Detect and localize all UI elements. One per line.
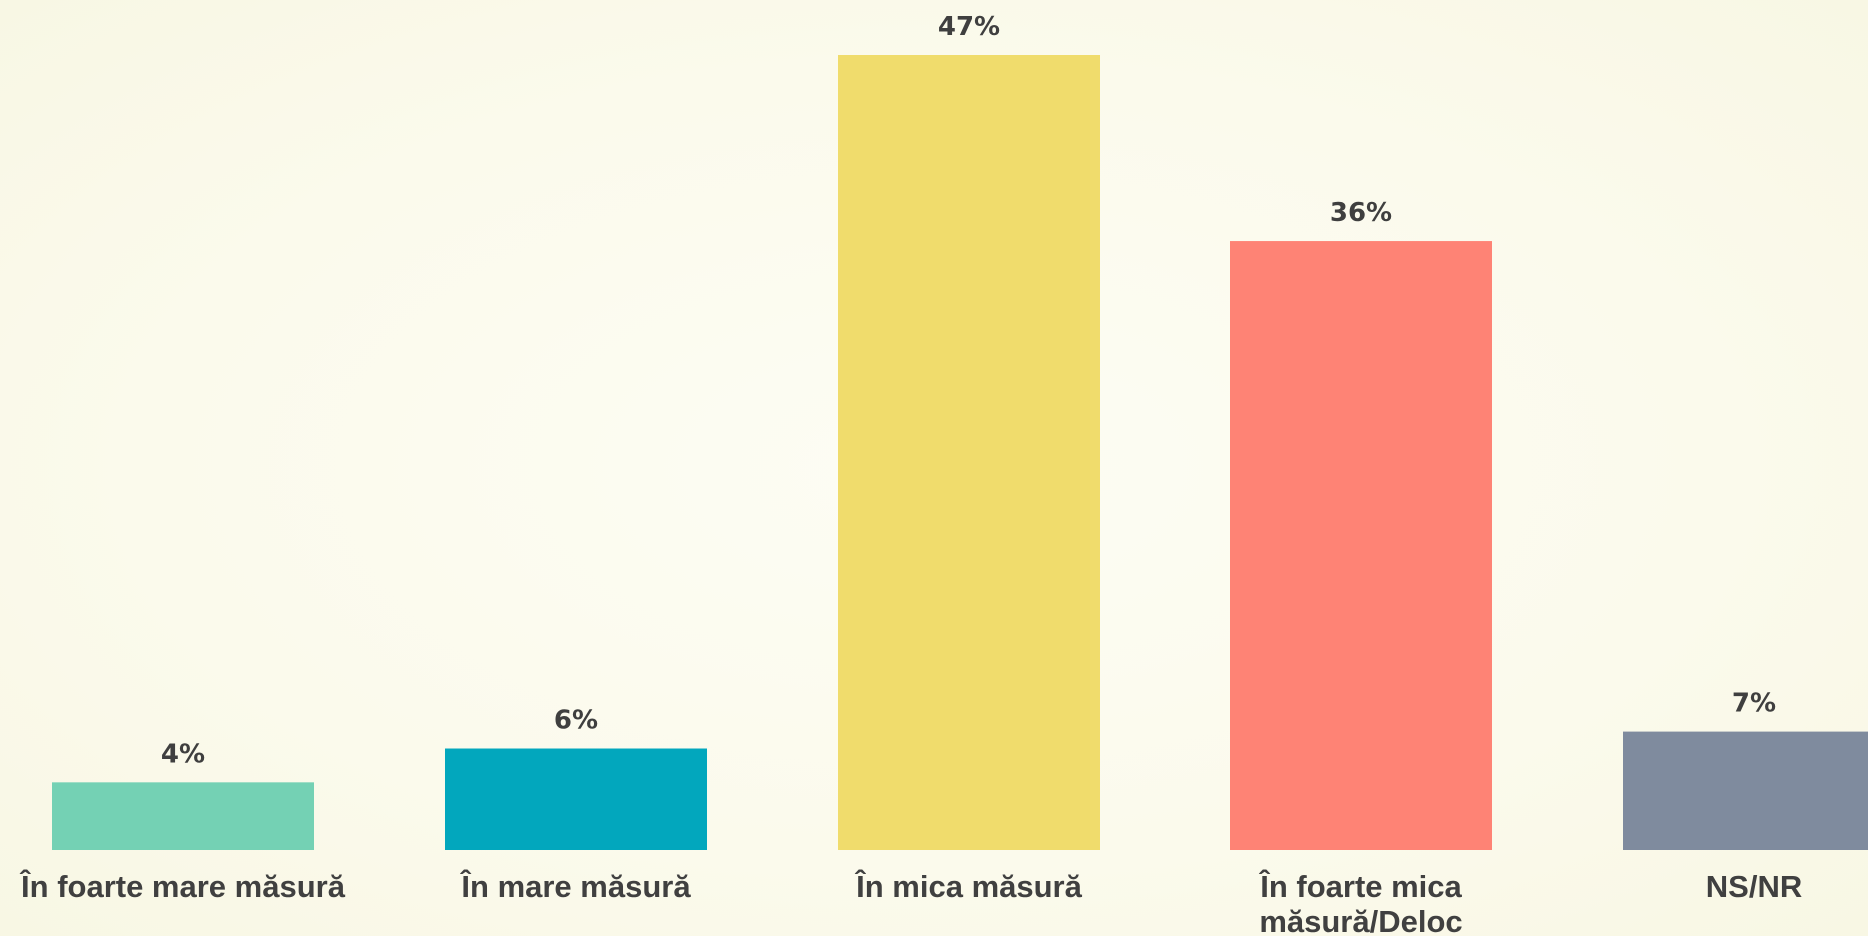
bar-4 — [1623, 731, 1868, 850]
category-labels-group: În foarte mare măsură În mare măsură În mi… — [19, 868, 1802, 936]
category-label-2: În mica măsură — [854, 868, 1082, 904]
category-label-0: În foarte mare măsură — [19, 868, 346, 904]
data-labels-group: 4% 6% 47% 36% 7% — [161, 12, 1776, 769]
category-label-1: În mare măsură — [459, 868, 691, 904]
data-label-2: 47% — [938, 12, 1000, 42]
bar-2 — [838, 55, 1100, 850]
data-label-0: 4% — [161, 739, 205, 769]
category-label-4: NS/NR — [1706, 869, 1802, 904]
bar-3 — [1230, 241, 1492, 850]
bar-0 — [52, 782, 314, 850]
bar-1 — [445, 748, 707, 850]
data-label-1: 6% — [554, 706, 598, 736]
data-label-3: 36% — [1330, 198, 1392, 228]
category-label-3-line-1: măsură/Deloc — [1259, 904, 1462, 936]
category-label-3-line-0: În foarte mica — [1258, 868, 1462, 904]
data-label-4: 7% — [1732, 689, 1776, 719]
bars-group — [52, 55, 1868, 850]
